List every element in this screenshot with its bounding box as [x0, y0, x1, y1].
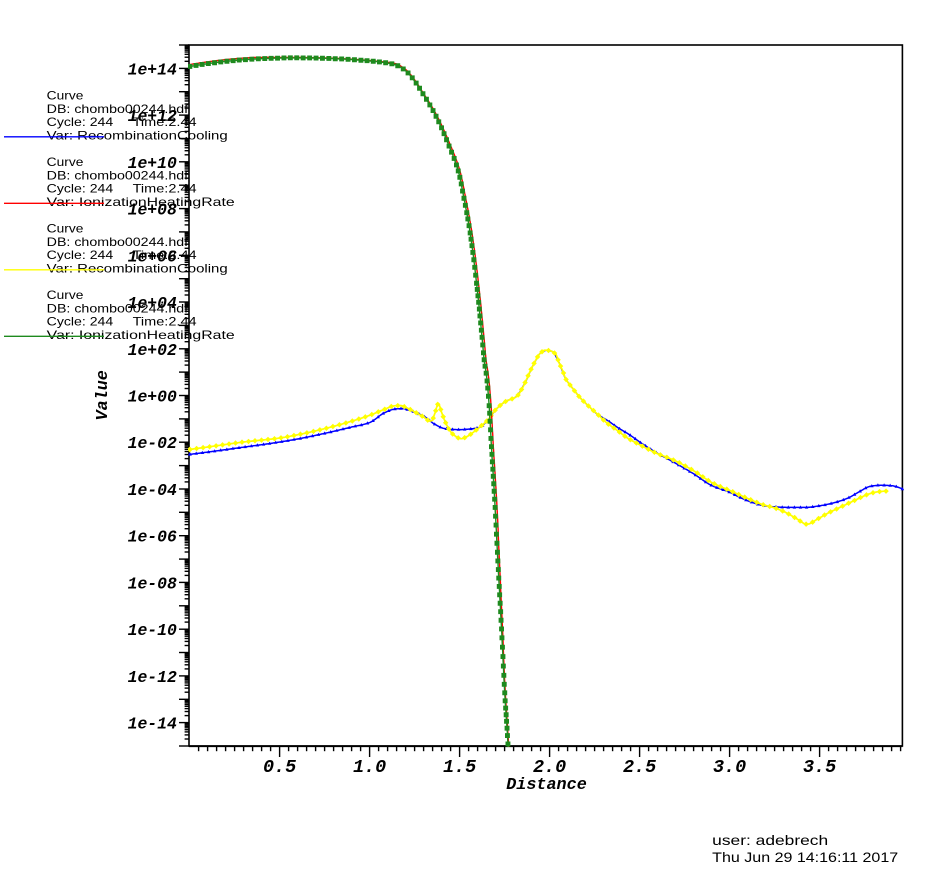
svg-text:Cycle: 244: Cycle: 244	[47, 316, 114, 329]
svg-text:Cycle: 244: Cycle: 244	[47, 249, 114, 262]
svg-text:1e+10: 1e+10	[128, 154, 177, 173]
svg-text:Cycle: 244: Cycle: 244	[47, 183, 114, 196]
svg-text:1e-04: 1e-04	[128, 481, 177, 500]
svg-text:1.0: 1.0	[353, 757, 386, 778]
svg-text:Time:2.44: Time:2.44	[133, 183, 198, 196]
svg-text:Curve: Curve	[47, 289, 84, 302]
svg-text:Value: Value	[94, 370, 113, 420]
svg-text:1e-06: 1e-06	[128, 528, 177, 547]
svg-text:3.0: 3.0	[713, 757, 746, 778]
svg-text:DB: chombo00244.hdf: DB: chombo00244.hdf	[47, 236, 189, 249]
svg-text:1e+12: 1e+12	[128, 107, 177, 126]
svg-text:1e+04: 1e+04	[128, 294, 177, 313]
svg-text:Curve: Curve	[47, 89, 84, 102]
svg-text:DB: chombo00244.hdf: DB: chombo00244.hdf	[47, 103, 189, 116]
svg-text:Curve: Curve	[47, 156, 84, 169]
svg-text:3.5: 3.5	[803, 757, 836, 778]
svg-text:1e-08: 1e-08	[128, 574, 177, 593]
svg-text:Time:2.44: Time:2.44	[133, 249, 198, 262]
svg-text:1e-02: 1e-02	[128, 434, 177, 453]
svg-text:user: adebrech: user: adebrech	[712, 832, 828, 848]
svg-text:Curve: Curve	[47, 222, 84, 235]
svg-text:1e+08: 1e+08	[128, 201, 177, 220]
svg-text:2.5: 2.5	[623, 757, 656, 778]
svg-text:Distance: Distance	[506, 776, 587, 795]
svg-text:Thu Jun 29 14:16:11 2017: Thu Jun 29 14:16:11 2017	[712, 849, 898, 865]
svg-text:0.5: 0.5	[263, 757, 296, 778]
svg-text:Var: RecombinationCooling: Var: RecombinationCooling	[47, 263, 228, 276]
svg-text:Var: RecombinationCooling: Var: RecombinationCooling	[47, 130, 228, 143]
svg-text:Time:2.44: Time:2.44	[133, 116, 198, 129]
svg-text:1e+02: 1e+02	[128, 341, 177, 360]
svg-text:1.5: 1.5	[443, 757, 476, 778]
svg-text:1e-14: 1e-14	[128, 715, 177, 734]
svg-text:Var: IonizationHeatingRate: Var: IonizationHeatingRate	[47, 196, 235, 209]
svg-text:1e+14: 1e+14	[128, 60, 177, 79]
svg-text:1e+06: 1e+06	[128, 247, 177, 266]
svg-text:DB: chombo00244.hdf: DB: chombo00244.hdf	[47, 169, 189, 182]
svg-text:2.0: 2.0	[533, 757, 566, 778]
svg-text:1e+00: 1e+00	[128, 388, 177, 407]
svg-text:Time:2.44: Time:2.44	[133, 316, 198, 329]
svg-text:Cycle: 244: Cycle: 244	[47, 116, 114, 129]
svg-text:1e-12: 1e-12	[128, 668, 177, 687]
svg-text:1e-10: 1e-10	[128, 621, 177, 640]
svg-text:DB: chombo00244.hdf: DB: chombo00244.hdf	[47, 302, 189, 315]
svg-text:Var: IonizationHeatingRate: Var: IonizationHeatingRate	[47, 329, 235, 342]
